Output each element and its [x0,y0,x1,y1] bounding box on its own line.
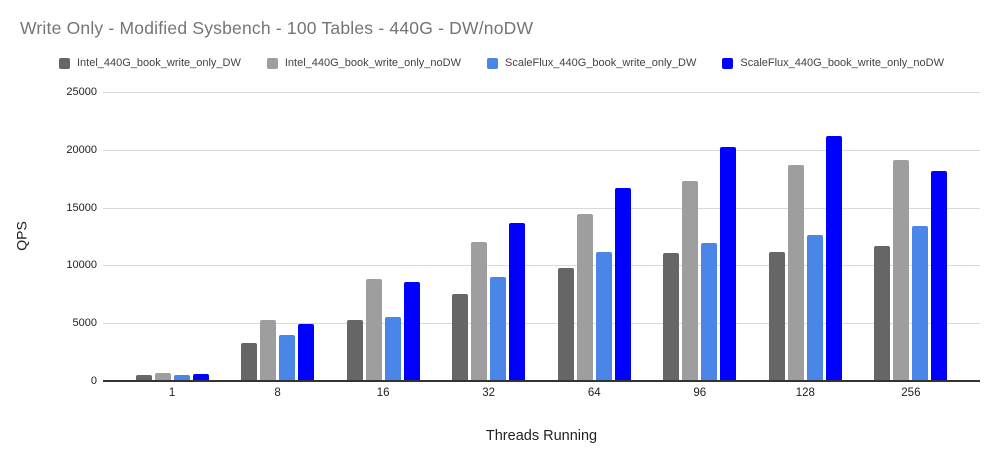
bar-ScaleFlux_440G_book_write_only_DW-256[interactable] [912,225,929,381]
legend-item-Intel_440G_book_write_only_DW[interactable]: Intel_440G_book_write_only_DW [59,57,241,69]
x-axis-line [103,380,980,382]
x-tick-label-32: 32 [482,387,496,399]
legend-marker-icon [266,57,278,69]
bar-ScaleFlux_440G_book_write_only_noDW-16[interactable] [403,281,420,381]
bar-ScaleFlux_440G_book_write_only_noDW-8[interactable] [298,324,315,381]
y-tick-label-20000: 20000 [66,143,97,156]
bar-ScaleFlux_440G_book_write_only_DW-1[interactable] [173,375,190,381]
legend-marker-icon [722,57,734,69]
bar-Intel_440G_book_write_only_DW-128[interactable] [768,252,785,381]
bar-Intel_440G_book_write_only_DW-8[interactable] [241,343,258,381]
x-tick-label-8: 8 [274,387,281,399]
bar-group-64 [557,92,631,381]
bar-ScaleFlux_440G_book_write_only_DW-96[interactable] [701,242,718,381]
bar-Intel_440G_book_write_only_noDW-128[interactable] [787,165,804,381]
x-tick-label-128: 128 [795,387,815,399]
x-tick-label-96: 96 [693,387,707,399]
y-tick-label-10000: 10000 [66,259,97,272]
bar-ScaleFlux_440G_book_write_only_DW-8[interactable] [279,335,296,381]
bar-Intel_440G_book_write_only_noDW-96[interactable] [682,181,699,381]
chart-title: Write Only - Modified Sysbench - 100 Tab… [20,18,534,38]
bar-group-96 [663,92,737,381]
x-axis-title: Threads Running [485,428,598,444]
bar-Intel_440G_book_write_only_DW-64[interactable] [557,267,574,381]
legend-item-Intel_440G_book_write_only_noDW[interactable]: Intel_440G_book_write_only_noDW [266,57,461,69]
bar-ScaleFlux_440G_book_write_only_noDW-128[interactable] [825,135,842,381]
plot-area [103,92,980,382]
gridline-25000 [103,92,980,93]
bar-ScaleFlux_440G_book_write_only_DW-16[interactable] [384,316,401,381]
gridline-15000 [103,207,980,209]
bar-Intel_440G_book_write_only_DW-256[interactable] [874,245,891,381]
y-tick-label-0: 0 [90,375,97,387]
legend: Intel_440G_book_write_only_DW Intel_440G_… [0,57,1003,69]
bar-group-256 [874,92,948,381]
x-tick-label-16: 16 [376,387,390,399]
legend-label: Intel_440G_book_write_only_noDW [284,57,461,69]
bar-Intel_440G_book_write_only_DW-16[interactable] [346,319,363,381]
bar-Intel_440G_book_write_only_noDW-8[interactable] [260,319,277,381]
bar-Intel_440G_book_write_only_noDW-32[interactable] [471,241,488,381]
gridline-10000 [103,265,980,267]
bar-ScaleFlux_440G_book_write_only_noDW-64[interactable] [614,187,631,381]
legend-marker-icon [486,57,498,69]
x-axis-tick-labels: 1 8 16 32 64 96 128 256 [103,387,980,399]
legend-item-ScaleFlux_440G_book_write_only_DW[interactable]: ScaleFlux_440G_book_write_only_DW [486,57,697,69]
gridline-5000 [103,323,980,325]
bar-group-16 [346,92,420,381]
legend-marker-icon [59,57,70,69]
y-axis-title: QPS [13,221,30,251]
gridline-20000 [103,149,980,151]
x-tick-label-64: 64 [587,387,601,399]
bar-ScaleFlux_440G_book_write_only_DW-128[interactable] [806,235,823,381]
bar-ScaleFlux_440G_book_write_only_DW-32[interactable] [490,276,507,381]
y-tick-label-15000: 15000 [66,201,97,214]
y-tick-label-25000: 25000 [66,86,97,98]
x-tick-label-256: 256 [901,387,921,399]
bar-Intel_440G_book_write_only_noDW-1[interactable] [154,373,171,381]
bar-ScaleFlux_440G_book_write_only_noDW-32[interactable] [509,223,526,381]
bar-Intel_440G_book_write_only_DW-32[interactable] [452,294,469,381]
bar-ScaleFlux_440G_book_write_only_noDW-96[interactable] [720,146,737,381]
bar-group-32 [452,92,526,381]
x-tick-label-1: 1 [168,387,176,399]
legend-label: Intel_440G_book_write_only_DW [77,57,241,69]
bar-Intel_440G_book_write_only_DW-1[interactable] [135,375,152,381]
bar-Intel_440G_book_write_only_noDW-64[interactable] [576,213,593,381]
bar-group-1 [135,92,209,381]
bar-ScaleFlux_440G_book_write_only_noDW-256[interactable] [931,170,948,381]
bar-Intel_440G_book_write_only_noDW-256[interactable] [893,159,910,381]
y-tick-label-5000: 5000 [72,317,97,330]
bar-group-128 [768,92,842,381]
bar-ScaleFlux_440G_book_write_only_DW-64[interactable] [595,251,612,381]
legend-item-ScaleFlux_440G_book_write_only_noDW[interactable]: ScaleFlux_440G_book_write_only_noDW [722,57,944,69]
bar-Intel_440G_book_write_only_noDW-16[interactable] [365,278,382,381]
legend-label: ScaleFlux_440G_book_write_only_DW [504,57,697,69]
bar-groups [103,92,980,381]
legend-label: ScaleFlux_440G_book_write_only_noDW [740,57,944,69]
bar-Intel_440G_book_write_only_DW-96[interactable] [663,253,680,381]
bar-ScaleFlux_440G_book_write_only_noDW-1[interactable] [192,373,209,381]
bar-group-8 [241,92,315,381]
